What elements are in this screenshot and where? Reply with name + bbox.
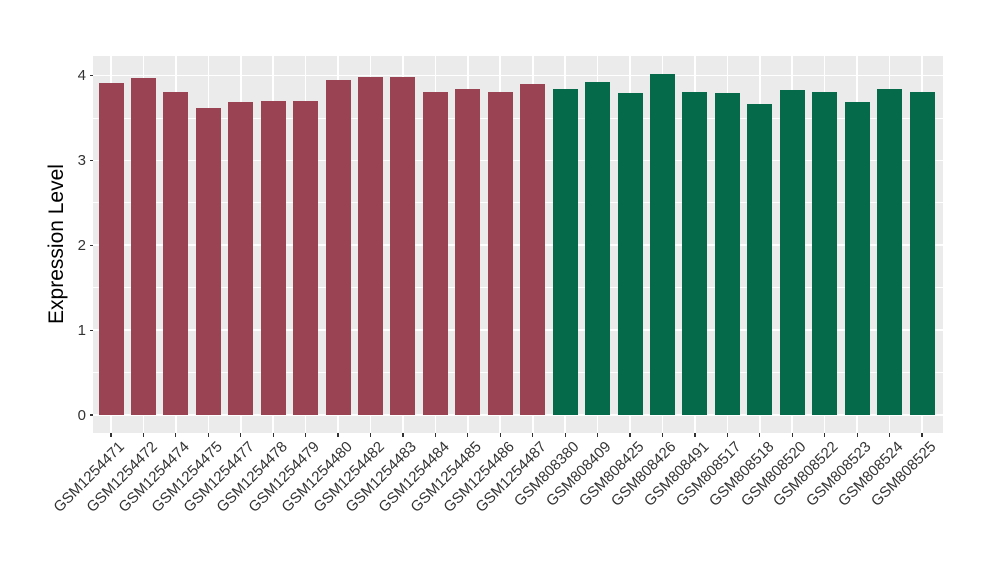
bar-GSM808525 xyxy=(909,92,935,415)
minor-gridline xyxy=(93,287,943,289)
major-gridline xyxy=(93,74,943,77)
bar-GSM1254471 xyxy=(98,83,124,415)
minor-gridline xyxy=(93,372,943,373)
bar-GSM1254486 xyxy=(487,91,513,415)
bar-GSM1254474 xyxy=(163,92,189,415)
x-tick-mark xyxy=(272,433,274,437)
bar-GSM808517 xyxy=(714,93,740,415)
x-tick-mark xyxy=(142,433,145,437)
x-tick-mark xyxy=(175,433,177,437)
bar-GSM808520 xyxy=(779,89,805,415)
y-tick-mark xyxy=(89,329,93,331)
x-tick-mark xyxy=(240,433,242,437)
y-tick-label-3: 3 xyxy=(77,151,86,169)
bar-GSM1254472 xyxy=(130,78,156,415)
x-tick-mark xyxy=(791,433,793,437)
x-tick-mark xyxy=(888,433,891,437)
bar-GSM1254484 xyxy=(422,92,448,415)
x-tick-mark xyxy=(564,433,566,437)
x-tick-mark xyxy=(661,433,664,437)
x-tick-mark xyxy=(305,433,307,437)
y-tick-label-0: 0 xyxy=(77,406,86,424)
bar-GSM808524 xyxy=(877,89,903,415)
y-tick-mark xyxy=(89,74,93,77)
minor-gridline xyxy=(93,202,943,204)
x-tick-mark xyxy=(921,433,923,437)
x-tick-mark xyxy=(694,433,696,437)
x-tick-mark xyxy=(369,433,372,437)
x-tick-mark xyxy=(434,433,436,437)
x-tick-mark xyxy=(207,433,209,437)
bar-GSM1254483 xyxy=(390,77,416,415)
y-tick-mark xyxy=(89,159,93,161)
x-tick-mark xyxy=(597,433,599,437)
bar-GSM808409 xyxy=(585,82,611,415)
major-gridline xyxy=(93,159,943,162)
bar-GSM1254475 xyxy=(195,107,221,415)
y-tick-label-2: 2 xyxy=(77,236,86,254)
x-tick-mark xyxy=(499,433,501,437)
y-tick-mark xyxy=(89,244,93,246)
bar-GSM1254482 xyxy=(358,77,384,415)
x-tick-mark xyxy=(759,433,761,437)
bar-GSM808523 xyxy=(844,101,870,415)
minor-gridline xyxy=(93,117,943,119)
x-tick-mark xyxy=(824,433,826,437)
bar-GSM1254485 xyxy=(455,89,481,415)
x-tick-mark xyxy=(402,433,404,437)
bar-GSM1254477 xyxy=(228,101,254,415)
y-tick-mark xyxy=(89,414,93,416)
y-tick-label-1: 1 xyxy=(77,321,86,339)
bar-GSM808380 xyxy=(552,89,578,415)
bar-GSM1254487 xyxy=(520,84,546,415)
x-tick-mark xyxy=(532,433,534,437)
plot-panel xyxy=(93,56,943,433)
x-tick-mark xyxy=(726,433,728,437)
bar-GSM1254479 xyxy=(293,100,319,415)
x-tick-mark xyxy=(856,433,858,437)
x-tick-mark xyxy=(337,433,339,437)
bar-GSM1254478 xyxy=(260,100,286,415)
bar-GSM808426 xyxy=(649,73,675,415)
x-tick-mark xyxy=(467,433,469,437)
bar-GSM1254480 xyxy=(325,79,351,415)
major-gridline xyxy=(93,244,943,247)
bar-GSM808491 xyxy=(682,92,708,415)
x-tick-mark xyxy=(110,433,112,437)
bar-GSM808522 xyxy=(812,92,838,415)
bar-GSM808518 xyxy=(747,103,773,415)
x-tick-mark xyxy=(629,433,631,437)
major-gridline xyxy=(93,414,943,416)
y-tick-label-4: 4 xyxy=(77,67,86,85)
bar-GSM808425 xyxy=(617,93,643,415)
major-gridline xyxy=(93,329,943,331)
